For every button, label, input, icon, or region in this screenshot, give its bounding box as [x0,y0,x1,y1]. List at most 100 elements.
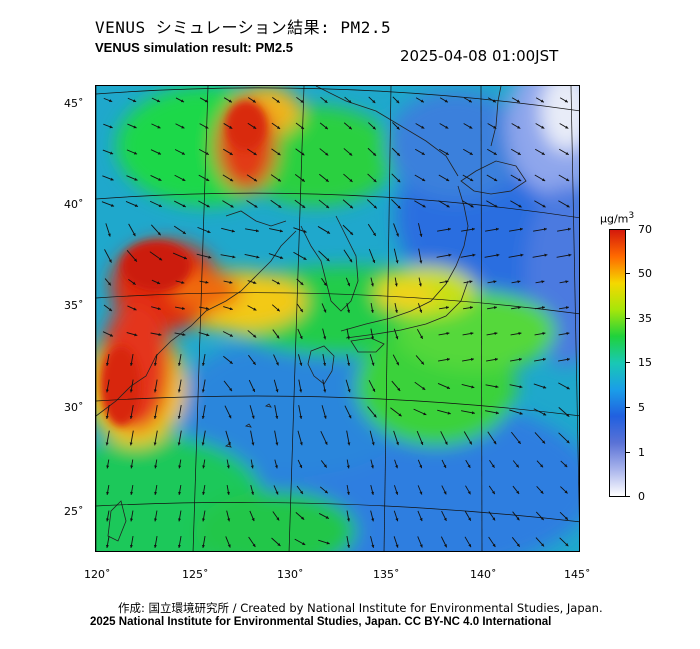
wind-arrow-head [276,281,280,285]
wind-arrow-head [276,99,280,103]
colorbar-tick-1: 1 [638,446,645,459]
wind-arrow-head [495,385,499,389]
wind-arrow-head [229,387,232,392]
wind-arrow-head [276,308,280,312]
wind-arrow-head [516,517,520,521]
wind-arrow-head [398,413,402,417]
wind-arrow-head [130,465,134,469]
wind-arrow-head [323,282,327,286]
colorbar-tickmark [625,229,630,230]
wind-arrow-head [325,178,329,182]
wind-arrow-head [543,385,547,389]
pm25-concentration-field [96,86,579,551]
wind-arrow-head [564,516,568,520]
wind-arrow-head [349,231,354,235]
colorbar-tick-35: 35 [638,312,652,325]
wind-arrow-head [396,152,400,156]
wind-arrow-head [134,204,138,207]
wind-arrow-head [130,491,134,495]
colorbar-tick-0: 0 [638,490,645,503]
wind-arrow-head [566,204,570,208]
wind-arrow-head [349,205,353,209]
wind-arrow-head [347,544,351,548]
wind-arrow-head [492,517,496,521]
wind-arrow-head [275,415,279,419]
wind-arrow-head [445,306,449,310]
wind-arrow-head [469,178,474,181]
wind-arrow-head [419,517,423,522]
wind-arrow-head [183,256,187,260]
wind-arrow-head [130,518,134,522]
wind-arrow-head [567,227,571,231]
wind-arrow-head [323,415,327,419]
colorbar-tickmark [625,273,630,274]
wind-arrow-head [253,281,257,284]
wind-arrow-head [253,152,257,155]
wind-arrow-head [419,260,423,264]
wind-arrow-head [110,177,114,181]
wind-arrow-head [177,544,181,548]
wind-arrow-head [181,306,185,310]
wind-arrow-head [541,125,545,129]
wind-arrow-head [205,151,209,155]
wind-arrow-head [250,465,254,469]
wind-arrow-head [206,178,210,181]
wind-arrow-head [446,204,450,208]
wind-arrow-head [205,306,209,310]
wind-arrow-head [300,99,304,103]
wind-arrow-head [299,415,303,419]
wind-arrow-head [349,178,353,182]
wind-arrow-head [229,360,233,364]
wind-arrow-head [228,415,232,419]
wind-arrow-head [133,258,137,262]
map-title-english: VENUS simulation result: PM2.5 [95,40,293,55]
wind-arrow-head [109,151,114,155]
wind-arrow-head [372,126,376,130]
wind-arrow-head [181,280,185,284]
wind-arrow-head [472,253,476,257]
wind-arrow-head [565,543,569,547]
wind-arrow-head [372,388,376,392]
lon-label-140: 140˚ [470,568,497,581]
wind-arrow-head [542,204,546,208]
wind-arrow-head [395,336,399,340]
wind-arrow-head [541,178,546,181]
wind-arrow-head [107,282,111,286]
graticule-layer [96,86,579,551]
wind-arrow-head [446,357,450,361]
wind-arrow-head [396,126,400,130]
wind-arrow-head [517,440,521,444]
wind-arrow-head [348,99,352,103]
wind-vector-layer [101,96,572,548]
wind-arrow-head [231,229,235,233]
coastline-layer [96,86,527,542]
wind-arrow-head [492,99,496,103]
colorbar-tickmark [625,318,630,319]
wind-arrow-head [564,464,568,468]
wind-arrow-head [154,491,158,495]
wind-arrow-head [105,442,109,446]
wind-arrow-head [177,415,181,419]
wind-arrow-head [348,415,352,419]
timestamp-label: 2025-04-08 01:00JST [400,47,559,65]
wind-arrow-head [542,357,546,361]
wind-arrow-head [347,282,351,287]
wind-arrow-head [202,491,206,495]
wind-arrow-head [206,333,210,337]
wind-arrow-head [300,281,304,286]
lat-label-25: 25˚ [64,505,84,518]
wind-arrow-head [323,309,327,313]
wind-arrow-head [347,362,351,366]
wind-arrow-head [443,464,447,469]
wind-arrow-head [157,151,161,155]
wind-arrow-head [324,99,328,103]
wind-arrow-head [566,440,570,444]
wind-arrow-head [229,280,233,284]
wind-arrow-head [370,465,374,469]
wind-arrow-head [324,126,328,130]
wind-arrow-head [541,280,545,284]
wind-arrow-head [564,490,568,494]
wind-arrow-head [349,152,353,156]
wind-arrow-head [105,544,109,548]
wind-arrow-head [470,357,474,361]
